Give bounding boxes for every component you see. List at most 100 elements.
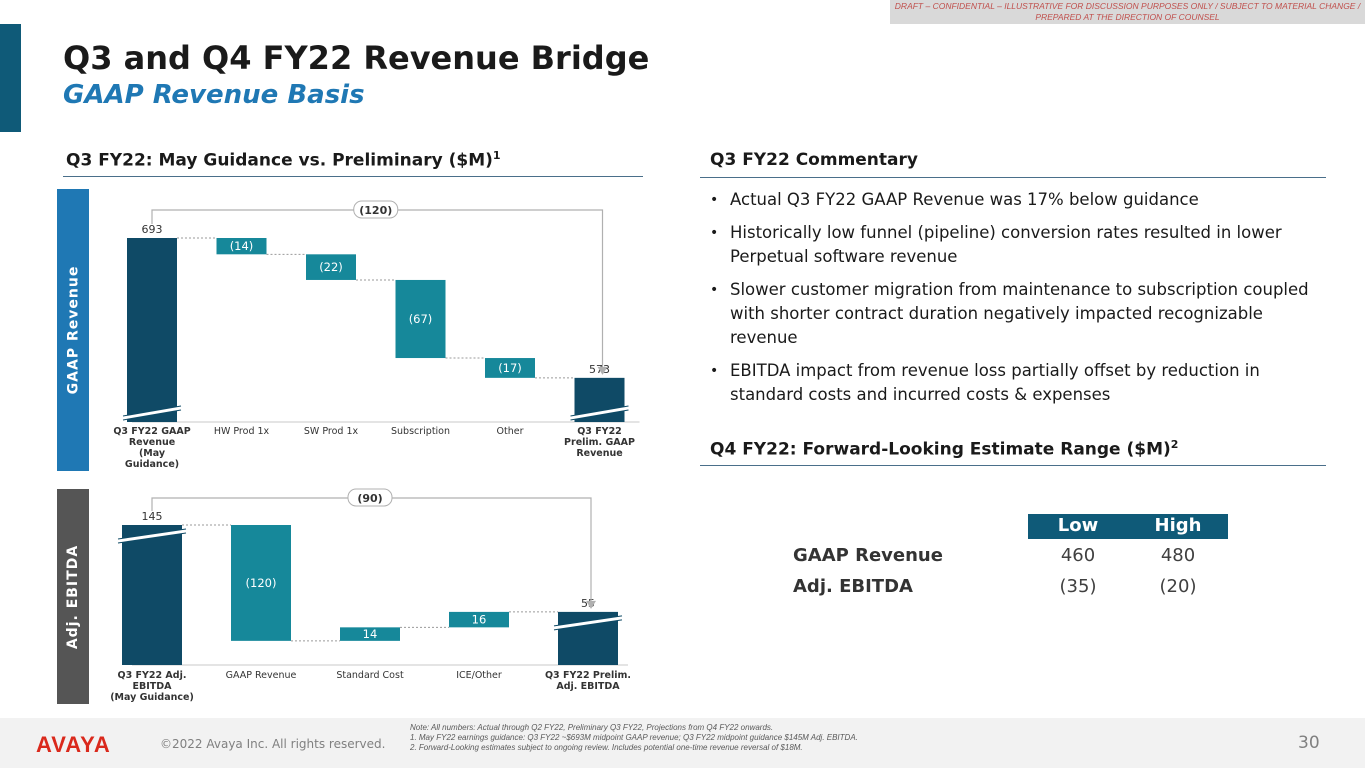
copyright: ©2022 Avaya Inc. All rights reserved. (160, 737, 386, 751)
commentary-bullet: EBITDA impact from revenue loss partiall… (710, 359, 1330, 407)
data-label: 16 (472, 613, 487, 627)
footnote-marker-1: 1 (492, 149, 501, 162)
row-high-value: 480 (1160, 545, 1196, 566)
row-low-value: (35) (1059, 576, 1097, 597)
draft-banner-line1: DRAFT – CONFIDENTIAL – ILLUSTRATIVE FOR … (894, 1, 1361, 11)
bridge-bracket (151, 209, 604, 368)
page-number: 30 (1298, 733, 1320, 753)
category-label: Revenue (576, 448, 622, 459)
category-label: Revenue (129, 437, 175, 448)
axis-break-mark (570, 406, 629, 420)
avaya-logo: AVAYA (36, 732, 111, 757)
estimate-heading-text: Q4 FY22: Forward-Looking Estimate Range … (710, 439, 1171, 460)
waterfall-bar (127, 238, 177, 422)
commentary-bullet: Historically low funnel (pipeline) conve… (710, 221, 1330, 269)
axis-break-mark (118, 529, 186, 543)
footnote-line: Note: All numbers: Actual through Q2 FY2… (410, 723, 774, 732)
axis-break-edge (553, 615, 623, 627)
category-label: Other (497, 426, 524, 437)
side-label-ebitda-text: Adj. EBITDA (65, 544, 82, 649)
draft-banner: DRAFT – CONFIDENTIAL – ILLUSTRATIVE FOR … (890, 0, 1365, 24)
bridge-bracket (151, 497, 592, 602)
category-label: Q3 FY22 Adj. (118, 670, 187, 681)
estimate-row: GAAP Revenue 460 480 (790, 545, 1290, 575)
commentary-heading-rule (700, 177, 1326, 178)
data-label: (22) (319, 260, 343, 274)
footnote-line: 2. Forward-Looking estimates subject to … (410, 743, 803, 752)
footnotes: Note: All numbers: Actual through Q2 FY2… (410, 723, 858, 753)
category-label: Guidance) (125, 459, 179, 470)
commentary-heading: Q3 FY22 Commentary (710, 150, 918, 170)
data-label: 693 (142, 223, 163, 236)
waterfall-bar (231, 525, 291, 641)
category-label: (May Guidance) (110, 692, 194, 703)
category-label: (May (139, 448, 166, 459)
axis-break-edge (117, 532, 187, 544)
axis-break-mark (123, 406, 181, 420)
waterfall-bar (306, 254, 356, 280)
waterfall-bar (216, 238, 267, 255)
bridge-heading-text: Q3 FY22: May Guidance vs. Preliminary ($… (66, 150, 493, 171)
row-high-value: (20) (1159, 576, 1197, 597)
row-low-value: 460 (1060, 545, 1096, 566)
category-label: SW Prod 1x (304, 426, 359, 437)
bridge-label-box (347, 488, 393, 507)
bridge-label: (90) (357, 492, 382, 505)
axis-break-edge (570, 405, 629, 417)
category-label: Adj. EBITDA (556, 681, 620, 692)
data-label: (120) (246, 576, 277, 590)
category-label: Q3 FY22 Prelim. (545, 670, 631, 681)
axis-break-edge (122, 409, 182, 421)
bridge-label-box (353, 200, 399, 219)
data-label: 14 (363, 627, 378, 641)
data-label: (67) (409, 312, 433, 326)
data-label: (17) (498, 361, 522, 375)
page-title: Q3 and Q4 FY22 Revenue Bridge (63, 39, 650, 77)
axis-break-mark (554, 615, 622, 630)
category-label: HW Prod 1x (214, 426, 270, 437)
category-label: Prelim. GAAP (564, 437, 635, 448)
category-label: GAAP Revenue (226, 670, 297, 681)
commentary-bullet: Actual Q3 FY22 GAAP Revenue was 17% belo… (710, 188, 1330, 212)
footnote-line: 1. May FY22 earnings guidance: Q3 FY22 ~… (410, 733, 858, 742)
category-label: Subscription (391, 426, 450, 437)
draft-banner-line2: PREPARED AT THE DIRECTION OF COUNSEL (1035, 12, 1220, 22)
axis-break-edge (570, 409, 629, 421)
category-label: Q3 FY22 GAAP (113, 426, 190, 437)
data-label: 145 (142, 510, 163, 523)
category-label: ICE/Other (456, 670, 502, 681)
commentary-list: Actual Q3 FY22 GAAP Revenue was 17% belo… (710, 188, 1330, 416)
estimate-heading: Q4 FY22: Forward-Looking Estimate Range … (710, 438, 1178, 460)
commentary-bullet: Slower customer migration from maintenan… (710, 278, 1330, 350)
data-label: (14) (230, 239, 254, 253)
adj-ebitda-waterfall-chart: 145 Q3 FY22 Adj.EBITDA(May Guidance) (120)… (110, 488, 631, 703)
column-high: High (1154, 515, 1202, 536)
waterfall-bar (122, 525, 182, 665)
side-label-ebitda: Adj. EBITDA (57, 489, 89, 704)
footnote-marker-2: 2 (1170, 438, 1179, 451)
page-subtitle: GAAP Revenue Basis (63, 80, 365, 110)
bridge-label: (120) (359, 204, 392, 217)
column-low: Low (1057, 515, 1099, 536)
category-label: Q3 FY22 (577, 426, 622, 437)
side-label-gaap-text: GAAP Revenue (65, 265, 81, 395)
axis-break-edge (117, 528, 187, 540)
bridge-arrowhead (586, 600, 596, 609)
side-label-gaap: GAAP Revenue (57, 189, 89, 471)
estimate-row: Adj. EBITDA (35) (20) (790, 576, 1290, 606)
waterfall-bar (340, 627, 400, 641)
axis-break-edge (122, 405, 182, 417)
bridge-heading: Q3 FY22: May Guidance vs. Preliminary ($… (66, 149, 501, 171)
estimate-heading-rule (700, 465, 1326, 466)
category-label: Standard Cost (336, 670, 404, 681)
waterfall-bar (485, 358, 535, 378)
bridge-arrowhead (597, 366, 608, 375)
category-label: EBITDA (133, 681, 173, 692)
waterfall-bar (395, 279, 446, 359)
waterfall-bar (449, 611, 509, 628)
accent-bar (0, 24, 21, 132)
axis-break-edge (553, 619, 623, 631)
row-label: Adj. EBITDA (793, 576, 913, 597)
footer: AVAYA ©2022 Avaya Inc. All rights reserv… (0, 718, 1365, 768)
